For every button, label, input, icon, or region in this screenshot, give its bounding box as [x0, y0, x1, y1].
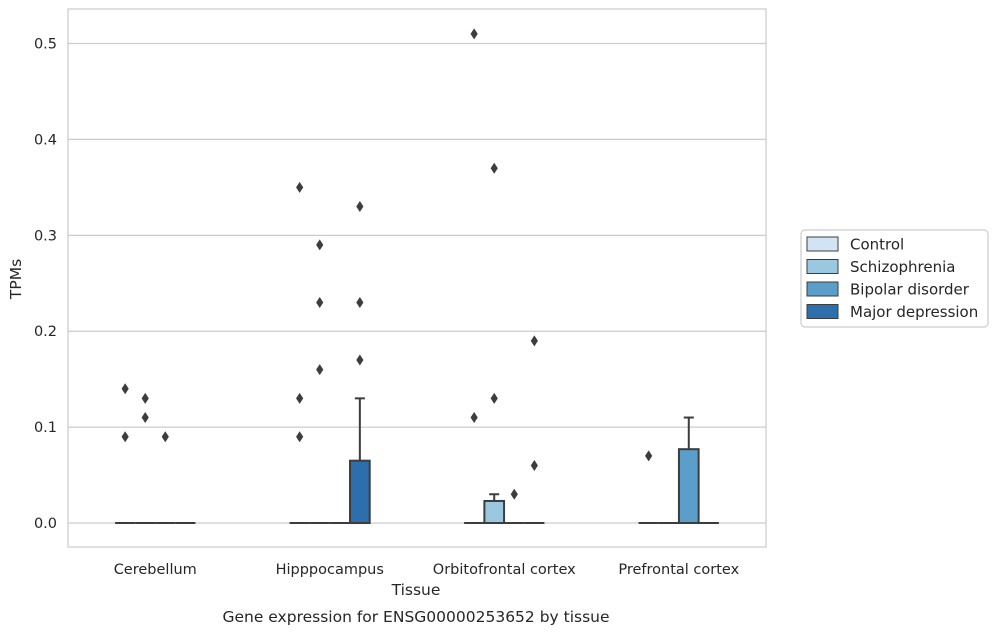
box-major-depression: [349, 201, 371, 525]
box-bipolar-disorder: [504, 488, 525, 525]
outlier-point: [530, 459, 538, 471]
outlier-point: [316, 239, 324, 251]
outlier-point: [161, 431, 169, 443]
outlier-point: [296, 392, 304, 404]
outlier-point: [490, 162, 498, 174]
box-control: [464, 28, 485, 525]
box-bipolar-disorder: [677, 416, 700, 525]
y-tick-label: 0.3: [34, 228, 57, 244]
plot-frame: [67, 8, 767, 548]
outlier-point: [530, 335, 538, 347]
legend-label: Control: [850, 236, 904, 254]
outlier-point: [356, 296, 364, 308]
x-tick-label: Cerebellum: [114, 562, 197, 578]
outlier-point: [141, 392, 149, 404]
x-tick-label: Orbitofrontal cortex: [433, 562, 576, 578]
outlier-point: [296, 181, 304, 193]
outlier-point: [356, 354, 364, 366]
outlier-point: [316, 364, 324, 376]
box-major-depression: [524, 335, 545, 525]
legend-label: Schizophrenia: [850, 258, 955, 276]
x-tick-labels: Cerebellum Hipppocampus Orbitofrontal cort…: [114, 562, 740, 578]
y-tick-label: 0.2: [34, 324, 57, 340]
outlier-point: [141, 412, 149, 424]
y-tick-label: 0.0: [34, 516, 57, 532]
gridlines: [68, 42, 766, 524]
legend: Control Schizophrenia Bipolar disorder Majo…: [800, 229, 989, 328]
outlier-point: [490, 392, 498, 404]
box-groups: [115, 28, 719, 525]
legend-label: Major depression: [850, 303, 978, 321]
y-tick-labels: 0.0 0.1 0.2 0.3 0.4 0.5: [34, 37, 57, 533]
outlier-point: [470, 28, 478, 40]
box-control: [115, 383, 136, 525]
legend-swatch: [806, 236, 839, 252]
legend-swatch: [806, 304, 839, 319]
box-schizophrenia: [135, 392, 156, 525]
legend-swatch: [806, 259, 839, 274]
box-bipolar-disorder: [155, 431, 176, 525]
outlier-point: [356, 201, 364, 213]
x-axis-label: Tissue: [391, 581, 441, 599]
legend-frame: [800, 229, 989, 328]
outlier-point: [296, 431, 304, 443]
legend-label: Bipolar disorder: [850, 281, 970, 299]
outlier-point: [510, 488, 518, 500]
y-tick-label: 0.5: [34, 37, 57, 53]
outlier-point: [316, 296, 324, 308]
y-tick-label: 0.1: [34, 420, 57, 436]
box: [677, 448, 700, 525]
outlier-point: [121, 431, 129, 443]
figure-caption: Gene expression for ENSG00000253652 by t…: [222, 608, 609, 626]
box: [483, 499, 506, 525]
x-tick-label: Hipppocampus: [276, 562, 384, 578]
outlier-point: [645, 450, 653, 462]
box-schizophrenia: [483, 162, 506, 525]
y-axis-label: TPMs: [7, 259, 25, 300]
y-tick-label: 0.4: [34, 132, 57, 148]
legend-swatch: [806, 281, 839, 297]
box-schizophrenia: [309, 239, 330, 525]
outlier-point: [121, 383, 129, 395]
box-control: [289, 181, 310, 525]
box-control: [638, 450, 659, 525]
box: [349, 459, 371, 525]
x-tick-label: Prefrontal cortex: [618, 562, 739, 578]
outlier-point: [470, 412, 478, 424]
